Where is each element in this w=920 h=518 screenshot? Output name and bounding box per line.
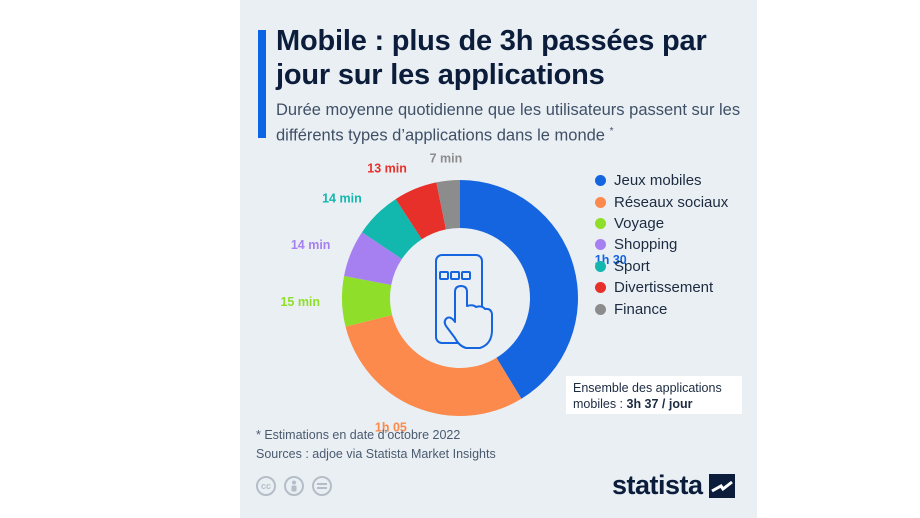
legend-item: Jeux mobiles [595,170,728,191]
pointing-hand [443,285,493,349]
donut-slice-6 [395,182,446,240]
creative-commons-icon[interactable]: cc [256,476,276,496]
legend-swatch [595,282,606,294]
subtitle-footnote-mark: * [609,126,614,137]
chart-title: Mobile : plus de 3h passées par jour sur… [276,25,707,91]
donut-slice-3 [342,276,393,327]
attribution-icon[interactable] [284,476,304,496]
legend-item: Voyage [595,213,728,234]
slice-value-label: 13 min [367,161,407,175]
total-value: 3h 37 / jour [626,397,693,411]
app-tile [461,271,471,280]
legend-swatch [595,260,606,272]
statista-logo[interactable]: statista [612,470,735,501]
subtitle-text: Durée moyenne quotidienne que les utilis… [276,101,741,145]
infographic-card [240,0,757,518]
total-label: Ensemble des applications mobiles : [573,381,722,411]
slice-value-label: 14 min [291,238,331,252]
legend-item: Réseaux sociaux [595,191,728,212]
license-icons: cc [256,476,340,496]
legend-label: Jeux mobiles [614,172,702,190]
estimation-note: * Estimations en date d’octobre 2022 [256,428,461,442]
legend-swatch [595,303,606,315]
donut-slice-2 [345,314,522,416]
statista-mark-icon [708,473,735,498]
donut-slice-4 [344,232,402,285]
legend-item: Divertissement [595,277,728,298]
legend-label: Shopping [614,236,678,254]
donut-slice-1 [460,180,578,399]
chart-legend: Jeux mobiles Réseaux sociaux Voyage Shoppin… [595,170,728,320]
legend-item: Sport [595,256,728,277]
title-accent-bar [258,30,266,138]
slice-value-label: 14 min [322,191,362,205]
legend-swatch [595,196,606,208]
legend-item: Finance [595,298,728,319]
legend-swatch [595,239,606,251]
slice-value-label: 7 min [430,152,463,166]
slice-value-label: 15 min [280,295,320,309]
legend-swatch [595,217,606,229]
legend-label: Voyage [614,214,665,232]
slice-value-label: 1h 05 [375,421,407,435]
no-derivatives-icon[interactable] [312,476,332,496]
phone-touch-icon [435,254,493,349]
legend-label: Divertissement [614,279,714,297]
brand-name: statista [612,470,703,500]
legend-item: Shopping [595,234,728,255]
chart-subtitle: Durée moyenne quotidienne que les utilis… [276,100,746,147]
legend-label: Sport [614,257,650,275]
legend-label: Réseaux sociaux [614,193,729,211]
app-tile [439,271,449,280]
legend-label: Finance [614,300,668,318]
donut-slice-5 [362,199,422,260]
legend-swatch [595,175,606,187]
sources-note: Sources : adjoe via Statista Market Insi… [256,447,496,461]
total-box: Ensemble des applications mobiles : 3h 3… [566,376,742,414]
person-glyph [291,480,297,492]
equals-glyph [317,483,327,489]
app-tile [450,271,460,280]
footnote: * Estimations en date d’octobre 2022 Sou… [256,426,496,464]
donut-slice-7 [436,180,460,230]
donut-slices [342,180,578,416]
